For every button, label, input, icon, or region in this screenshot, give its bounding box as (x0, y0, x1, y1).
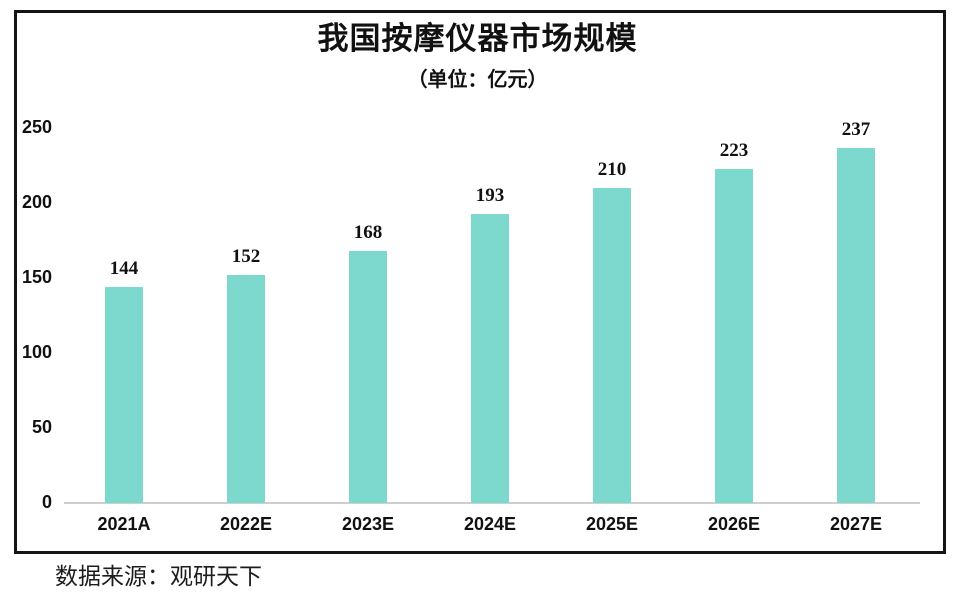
x-axis-line (64, 502, 920, 504)
y-tick-label: 150 (21, 267, 52, 287)
bar-value-label: 144 (109, 258, 139, 279)
x-tick-label: 2025E (585, 514, 639, 534)
chart-subtitle: （单位：亿元） (407, 69, 548, 91)
x-tick-label: 2022E (219, 514, 273, 534)
x-tick-label: 2021A (97, 514, 151, 534)
chart-title: 我国按摩仪器市场规模 (317, 21, 638, 56)
chart-border-frame (14, 10, 946, 554)
bar-value-label: 168 (353, 222, 383, 243)
x-tick-label: 2024E (463, 514, 517, 534)
bar (471, 213, 509, 503)
bar (105, 287, 143, 503)
bar-value-label: 210 (597, 159, 627, 180)
y-tick-label: 100 (21, 342, 52, 362)
bar-value-label: 237 (841, 118, 871, 140)
source-note: 数据来源：观研天下 (55, 564, 262, 589)
x-tick-label: 2023E (341, 514, 395, 534)
bar-value-label: 223 (719, 139, 749, 161)
y-tick-label: 200 (21, 192, 52, 212)
bar (837, 147, 875, 503)
y-tick-label: 250 (21, 117, 52, 137)
bar (227, 275, 265, 503)
y-tick-label: 50 (31, 417, 52, 437)
y-tick-label: 0 (41, 492, 52, 512)
x-tick-label: 2026E (707, 514, 761, 534)
x-tick-label: 2027E (829, 514, 883, 534)
bar (593, 188, 631, 503)
bar (349, 251, 387, 503)
bar (715, 168, 753, 503)
bar-value-label: 152 (231, 246, 261, 267)
bar-value-label: 193 (475, 184, 505, 206)
